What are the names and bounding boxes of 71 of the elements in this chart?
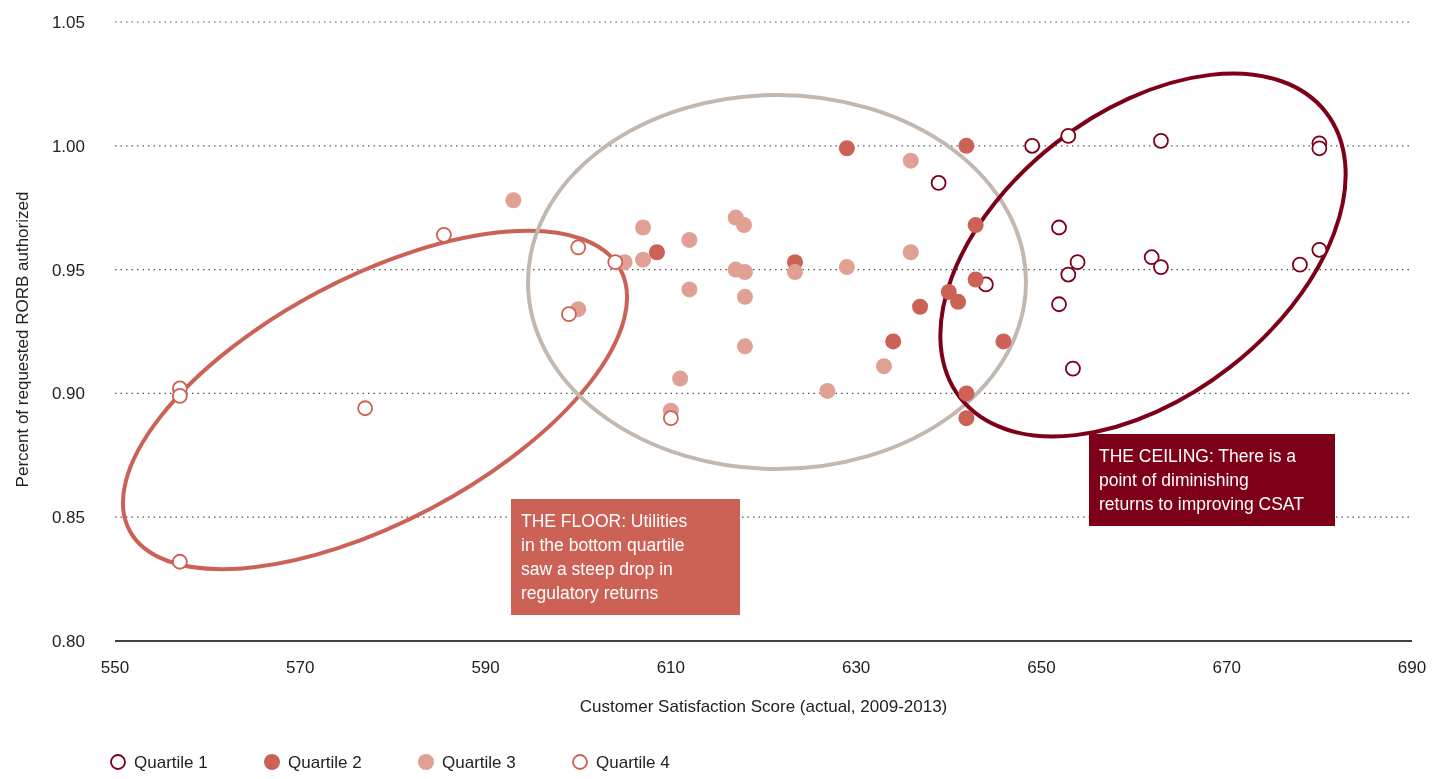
point bbox=[357, 400, 374, 417]
point bbox=[1024, 137, 1041, 154]
point bbox=[1069, 254, 1086, 271]
annotation: THE CEILING: There is a point of diminishing returns to improving CSAT bbox=[1099, 446, 1305, 514]
point bbox=[1065, 360, 1081, 377]
x-tick-label: 570 bbox=[286, 658, 315, 677]
point bbox=[171, 553, 188, 570]
point bbox=[1153, 132, 1169, 149]
point bbox=[950, 293, 967, 310]
point bbox=[958, 385, 975, 402]
x-tick-label: 650 bbox=[1027, 658, 1056, 677]
point bbox=[958, 410, 975, 427]
point bbox=[819, 382, 836, 399]
point bbox=[672, 370, 689, 387]
point bbox=[1051, 296, 1067, 313]
point bbox=[1292, 256, 1308, 273]
point bbox=[875, 358, 892, 375]
point bbox=[635, 219, 652, 236]
point bbox=[1143, 249, 1160, 266]
annotation: THE FLOOR: Utilities in the bottom quartile saw a steep drop in regulatory returns bbox=[521, 511, 688, 603]
point bbox=[435, 227, 452, 243]
point bbox=[838, 140, 855, 157]
point bbox=[1311, 140, 1328, 157]
x-tick-label: 550 bbox=[100, 658, 130, 677]
y-tick-label: 1.05 bbox=[51, 12, 85, 32]
legend-label: Quartile 1 bbox=[134, 753, 208, 772]
point bbox=[681, 231, 698, 248]
y-tick-label: 0.80 bbox=[51, 631, 85, 651]
point bbox=[967, 271, 984, 288]
point bbox=[958, 137, 975, 154]
point bbox=[838, 259, 855, 276]
point bbox=[736, 217, 753, 234]
point bbox=[736, 338, 753, 355]
point bbox=[662, 410, 679, 427]
x-tick-label: 670 bbox=[1212, 658, 1241, 677]
point bbox=[607, 254, 624, 271]
point bbox=[1060, 128, 1077, 144]
point bbox=[1311, 241, 1328, 258]
point bbox=[648, 244, 665, 261]
point bbox=[561, 306, 577, 323]
point bbox=[902, 244, 919, 261]
point bbox=[505, 192, 522, 209]
point bbox=[940, 283, 957, 300]
x-tick-label: 590 bbox=[471, 658, 500, 677]
point bbox=[1051, 219, 1067, 236]
y-tick-label: 0.95 bbox=[51, 260, 85, 280]
point bbox=[967, 217, 984, 234]
y-tick-label: 0.90 bbox=[51, 384, 85, 404]
legend-label: Quartile 2 bbox=[288, 753, 362, 772]
point bbox=[912, 298, 929, 315]
legend-label: Quartile 3 bbox=[442, 753, 516, 772]
point bbox=[736, 288, 753, 305]
point bbox=[681, 281, 698, 298]
x-axis-title: Customer Satisfaction Score (actual, 2009-2013) bbox=[579, 697, 948, 716]
point bbox=[995, 333, 1012, 350]
point bbox=[885, 333, 902, 350]
point bbox=[1153, 259, 1169, 276]
point bbox=[787, 264, 803, 281]
point bbox=[635, 251, 652, 268]
x-tick-label: 630 bbox=[841, 658, 871, 677]
point bbox=[1060, 266, 1077, 283]
y-tick-label: 0.85 bbox=[51, 508, 85, 528]
y-axis-title: Percent of requested RORB authorized bbox=[13, 191, 32, 488]
point bbox=[570, 239, 587, 256]
x-tick-label: 610 bbox=[656, 658, 686, 677]
point bbox=[930, 175, 947, 191]
y-tick-label: 1.00 bbox=[51, 136, 85, 156]
legend-label: Quartile 4 bbox=[596, 753, 670, 772]
x-tick-label: 690 bbox=[1397, 658, 1427, 677]
point bbox=[171, 387, 188, 404]
point bbox=[902, 152, 919, 169]
